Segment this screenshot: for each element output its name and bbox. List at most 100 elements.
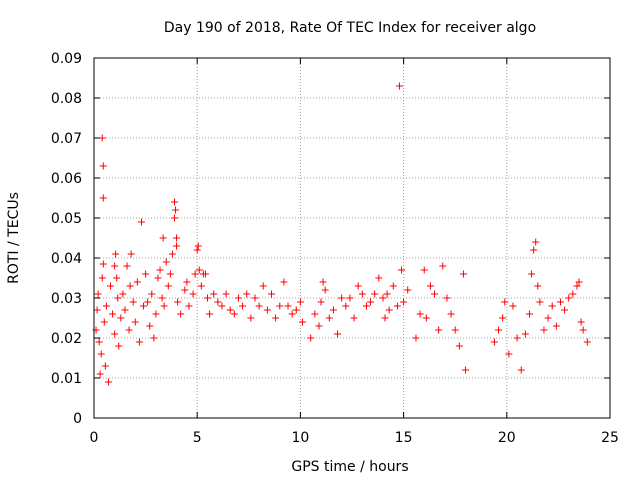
data-point — [173, 234, 181, 242]
data-point — [181, 286, 189, 294]
data-point — [521, 330, 529, 338]
data-point — [99, 260, 107, 268]
data-point — [166, 270, 174, 278]
data-point — [573, 282, 581, 290]
data-point — [133, 278, 141, 286]
data-point — [319, 278, 327, 286]
data-point — [528, 270, 536, 278]
data-point — [158, 294, 166, 302]
data-point — [97, 350, 105, 358]
data-point — [509, 302, 517, 310]
data-point — [185, 302, 193, 310]
data-point — [439, 262, 447, 270]
data-point — [426, 282, 434, 290]
data-point — [255, 302, 263, 310]
data-point — [517, 366, 525, 374]
data-point — [170, 198, 178, 206]
data-point — [195, 266, 203, 274]
data-point — [552, 322, 560, 330]
data-point — [101, 362, 109, 370]
data-point — [111, 330, 119, 338]
data-point — [338, 294, 346, 302]
y-tick-label: 0.03 — [51, 291, 82, 307]
data-point — [315, 322, 323, 330]
data-point — [431, 290, 439, 298]
data-point — [317, 298, 325, 306]
data-point — [400, 298, 408, 306]
data-point — [127, 250, 135, 258]
x-tick-label: 25 — [601, 430, 619, 446]
data-point — [111, 262, 119, 270]
data-point — [193, 246, 201, 254]
data-point — [288, 310, 296, 318]
data-point — [95, 338, 103, 346]
data-point — [296, 298, 304, 306]
data-point — [125, 326, 133, 334]
data-point — [99, 194, 107, 202]
data-point — [284, 302, 292, 310]
data-point — [144, 298, 152, 306]
data-point — [247, 314, 255, 322]
data-point — [565, 294, 573, 302]
data-point — [395, 82, 403, 90]
y-tick-label: 0.05 — [51, 211, 82, 227]
data-point — [135, 338, 143, 346]
data-point — [148, 290, 156, 298]
data-point — [583, 338, 591, 346]
x-tick-labels: 0 5 10 15 20 25 — [90, 430, 619, 446]
data-point — [129, 298, 137, 306]
data-point — [239, 302, 247, 310]
data-point — [177, 310, 185, 318]
data-point — [104, 378, 112, 386]
data-point — [109, 310, 117, 318]
y-tick-label: 0.01 — [51, 371, 82, 387]
data-point — [307, 334, 315, 342]
data-point — [164, 282, 172, 290]
data-point — [381, 314, 389, 322]
data-point — [501, 298, 509, 306]
data-point — [154, 274, 162, 282]
data-point — [375, 274, 383, 282]
data-point — [443, 294, 451, 302]
data-point — [462, 366, 470, 374]
data-point — [447, 310, 455, 318]
data-point — [102, 302, 110, 310]
y-tick-label: 0.07 — [51, 131, 82, 147]
data-point — [156, 266, 164, 274]
data-point — [159, 234, 167, 242]
data-point — [329, 306, 337, 314]
data-point — [230, 310, 238, 318]
data-point — [107, 282, 115, 290]
data-point — [371, 290, 379, 298]
data-point — [189, 290, 197, 298]
y-tick-label: 0.02 — [51, 331, 82, 347]
data-point — [292, 306, 300, 314]
data-point — [113, 274, 121, 282]
data-point — [451, 326, 459, 334]
data-point — [499, 314, 507, 322]
data-point — [575, 278, 583, 286]
data-point — [358, 290, 366, 298]
data-point — [112, 250, 120, 258]
data-point — [526, 310, 534, 318]
x-tick-label: 5 — [193, 430, 202, 446]
data-point — [556, 298, 564, 306]
data-point — [350, 314, 358, 322]
data-point — [123, 262, 131, 270]
data-point — [194, 242, 202, 250]
data-point — [435, 326, 443, 334]
data-point — [530, 246, 538, 254]
y-tick-label: 0 — [73, 411, 82, 427]
data-point — [214, 298, 222, 306]
data-point — [204, 294, 212, 302]
data-point — [197, 282, 205, 290]
data-point — [416, 310, 424, 318]
data-point — [561, 306, 569, 314]
x-tick-label: 10 — [291, 430, 309, 446]
data-point — [505, 350, 513, 358]
data-point — [137, 218, 145, 226]
data-point — [342, 302, 350, 310]
data-point — [513, 334, 521, 342]
data-point — [146, 322, 154, 330]
data-point — [117, 314, 125, 322]
